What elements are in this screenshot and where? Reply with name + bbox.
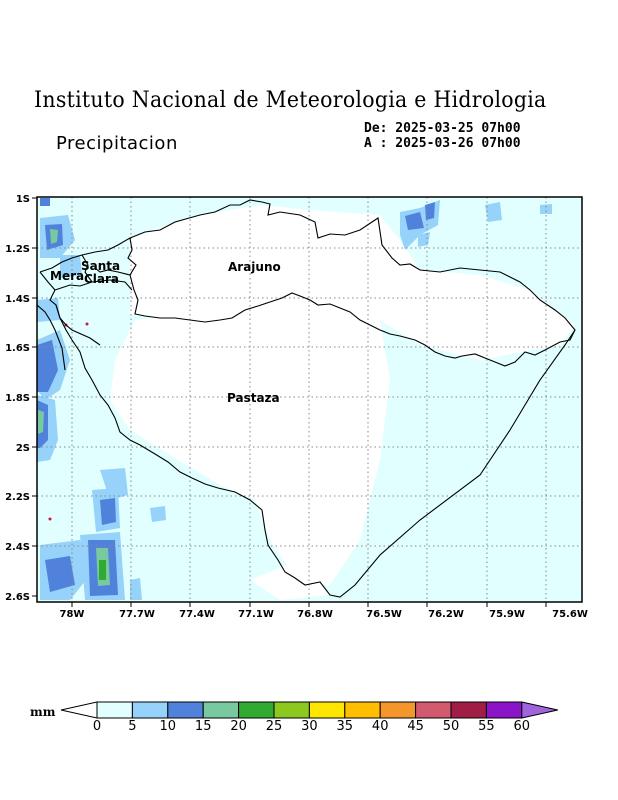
date-from: De: 2025-03-25 07h00 — [364, 121, 521, 136]
colorbar-level-label: 35 — [337, 719, 354, 734]
region-label-santa: Santa — [81, 259, 120, 273]
y-tick-label: 2.4S — [5, 542, 30, 553]
colorbar-level-label: 15 — [195, 719, 212, 734]
colorbar-swatch — [344, 701, 381, 719]
colorbar-swatch — [238, 701, 275, 719]
x-tick-label: 77.7W — [119, 609, 155, 620]
region-label-mera: Mera — [50, 269, 84, 283]
colorbar-level-label: 30 — [301, 719, 318, 734]
variable-label: Precipitacion — [56, 133, 178, 154]
colorbar-swatch — [415, 701, 452, 719]
x-tick-label: 78W — [60, 609, 85, 620]
colorbar-level-label: 20 — [230, 719, 247, 734]
colorbar-swatch — [379, 701, 417, 719]
y-tick-label: 2S — [16, 443, 30, 454]
colorbar-swatch — [131, 701, 169, 719]
colorbar-swatch — [308, 701, 346, 719]
colorbar-level-label: 10 — [160, 719, 177, 734]
chart-title: Instituto Nacional de Meteorologia e Hid… — [34, 88, 547, 113]
x-tick-label: 75.9W — [489, 609, 525, 620]
colorbar-level-label: 40 — [372, 719, 389, 734]
x-tick-label: 76.8W — [297, 609, 333, 620]
colorbar-level-label: 55 — [478, 719, 495, 734]
x-tick-label: 76.2W — [428, 609, 464, 620]
y-tick-label: 1.4S — [5, 294, 30, 305]
region-label-pastaza: Pastaza — [227, 391, 280, 405]
colorbar-level-label: 0 — [93, 719, 101, 734]
colorbar-swatch — [202, 701, 240, 719]
date-range: De: 2025-03-25 07h00 A : 2025-03-26 07h0… — [364, 121, 521, 151]
colorbar-level-label: 5 — [128, 719, 136, 734]
colorbar-swatch — [450, 701, 487, 719]
colorbar-level-label: 25 — [266, 719, 283, 734]
precipitation-field — [37, 198, 575, 600]
date-to: A : 2025-03-26 07h00 — [364, 136, 521, 151]
colorbar-under-triangle — [60, 701, 98, 719]
colorbar-swatch — [485, 701, 523, 719]
y-tick-label: 1.6S — [5, 343, 30, 354]
x-tick-label: 77.1W — [238, 609, 274, 620]
x-axis: 78W 77.7W 77.4W 77.1W 76.8W 76.5W 76.2W … — [60, 602, 588, 620]
region-label-clara: Clara — [84, 272, 119, 286]
region-label-arajuno: Arajuno — [228, 260, 281, 274]
map-gridlines — [37, 197, 582, 602]
x-tick-label: 77.4W — [179, 609, 215, 620]
x-tick-label: 76.5W — [366, 609, 402, 620]
colorbar-level-label: 45 — [407, 719, 424, 734]
y-tick-label: 1.8S — [5, 393, 30, 404]
colorbar-swatch — [96, 701, 133, 719]
colorbar-unit: mm — [30, 705, 56, 719]
colorbar-level-label: 60 — [514, 719, 531, 734]
y-tick-label: 1S — [16, 194, 30, 205]
colorbar: mm 0 5 10 15 20 25 30 35 40 45 50 55 60 — [30, 701, 558, 734]
y-tick-label: 2.6S — [5, 592, 30, 603]
x-tick-label: 75.6W — [552, 609, 588, 620]
admin-boundaries — [37, 199, 576, 598]
colorbar-level-label: 50 — [443, 719, 460, 734]
y-axis: 1S 1.2S 1.4S 1.6S 1.8S 2S 2.2S 2.4S 2.6S — [5, 194, 37, 603]
colorbar-swatch — [273, 701, 310, 719]
y-tick-label: 1.2S — [5, 244, 30, 255]
y-tick-label: 2.2S — [5, 492, 30, 503]
colorbar-swatch — [167, 701, 204, 719]
colorbar-over-triangle — [521, 701, 558, 719]
